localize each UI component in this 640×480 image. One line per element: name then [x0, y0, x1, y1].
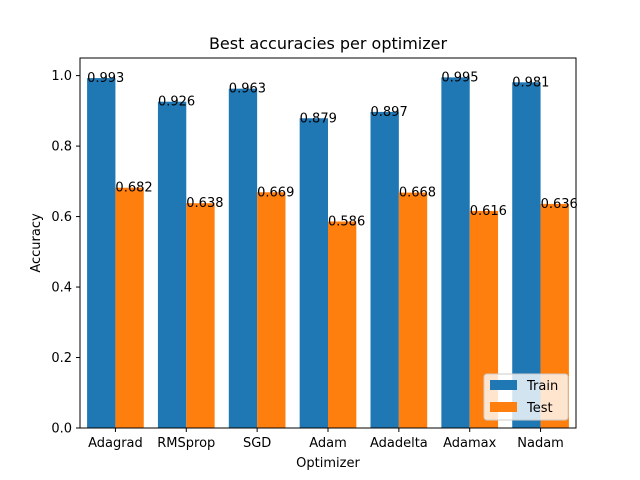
value-label-test: 0.638	[186, 196, 223, 211]
x-tick-label: Adadelta	[370, 436, 428, 451]
value-label-train: 0.995	[441, 70, 478, 85]
y-tick-label: 0.8	[51, 140, 72, 155]
value-label-train: 0.879	[300, 111, 337, 126]
bar-train	[299, 118, 328, 428]
value-label-test: 0.669	[257, 185, 294, 200]
x-tick-label: Nadam	[517, 436, 564, 451]
y-tick-label: 0.6	[51, 210, 72, 225]
bar-test	[186, 203, 215, 428]
bar-test	[257, 192, 286, 428]
x-tick-label: SGD	[243, 436, 271, 451]
value-label-train: 0.993	[87, 71, 124, 86]
bar-train	[87, 78, 116, 428]
y-tick-label: 1.0	[51, 69, 72, 84]
legend: Train Test	[483, 373, 569, 421]
bar-train	[441, 77, 470, 428]
value-label-test: 0.636	[541, 197, 578, 212]
value-label-train: 0.897	[371, 105, 408, 120]
bar-train	[370, 111, 399, 428]
x-tick-label: RMSprop	[157, 436, 215, 451]
y-axis-label: Accuracy	[29, 213, 44, 273]
y-tick-label: 0.0	[51, 422, 72, 437]
legend-label-test: Test	[526, 401, 553, 416]
bar-train	[228, 88, 258, 428]
y-axis: 0.0 0.2 0.4 0.6 0.8 1.0	[51, 69, 80, 437]
x-tick-label: Adagrad	[88, 436, 143, 451]
value-label-test: 0.682	[115, 181, 152, 196]
value-label-test: 0.668	[399, 186, 436, 201]
y-tick-label: 0.4	[51, 281, 72, 296]
bar-test	[115, 187, 144, 428]
value-label-test: 0.616	[470, 204, 507, 219]
value-label-train: 0.963	[229, 82, 266, 97]
value-label-train: 0.926	[158, 95, 195, 110]
x-tick-label: Adamax	[443, 436, 497, 451]
bar-test	[328, 221, 357, 428]
legend-label-train: Train	[526, 379, 558, 394]
value-label-test: 0.586	[328, 215, 365, 230]
chart-title: Best accuracies per optimizer	[209, 34, 448, 53]
legend-swatch-test	[490, 402, 517, 412]
bar-train	[157, 101, 187, 428]
y-tick-label: 0.2	[51, 351, 72, 366]
value-label-train: 0.981	[512, 75, 549, 90]
x-axis: Adagrad RMSprop SGD Adam Adadelta Adamax Nadam	[88, 428, 564, 451]
x-axis-label: Optimizer	[296, 456, 360, 471]
value-labels-layer: 0.993 0.926 0.963 0.879 0.897 0.995 0.981 0.682…	[87, 70, 578, 229]
x-tick-label: Adam	[309, 436, 347, 451]
bar-test	[398, 192, 428, 428]
bar-train	[512, 82, 541, 428]
legend-swatch-train	[490, 380, 517, 390]
